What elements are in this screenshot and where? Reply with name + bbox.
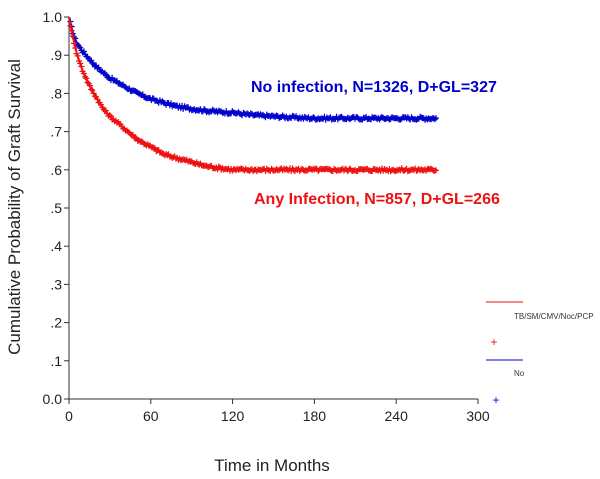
- y-tick-label: 0.0: [43, 391, 63, 407]
- y-tick-label: .4: [50, 238, 62, 254]
- censor-mark: [106, 112, 113, 119]
- series-layer: [67, 16, 439, 175]
- censor-mark: [80, 48, 87, 55]
- censor-mark: [87, 82, 93, 89]
- censor-mark: [69, 33, 76, 40]
- x-axis-title: Time in Months: [214, 456, 330, 475]
- x-tick-label: 120: [221, 408, 245, 424]
- censor-mark: [90, 90, 97, 97]
- legend-label-no: No: [514, 369, 525, 378]
- y-tick-label: .6: [50, 162, 62, 178]
- censor-mark: [98, 101, 104, 108]
- annotation-no-infection: No infection, N=1326, D+GL=327: [251, 79, 497, 96]
- y-ticks: 0.0 .1 .2 .3 .4 .5 .6 .7 .8 .9 1.0: [43, 9, 69, 407]
- y-tick-label: .3: [50, 276, 62, 292]
- y-axis-title: Cumulative Probability of Graft Survival: [5, 59, 24, 355]
- censor-mark: [94, 96, 101, 103]
- legend-marker-infection: +: [490, 335, 497, 349]
- censor-mark: [74, 52, 81, 59]
- censor-mark: [88, 57, 95, 64]
- censor-mark: [88, 86, 95, 93]
- y-tick-label: .5: [50, 200, 62, 216]
- x-tick-label: 240: [385, 408, 409, 424]
- x-tick-label: 0: [65, 408, 73, 424]
- censor-mark: [431, 116, 438, 123]
- censor-mark: [139, 91, 146, 98]
- series-any-infection: [67, 16, 439, 175]
- y-tick-label: .7: [50, 124, 62, 140]
- legend-marker-no: +: [492, 393, 499, 407]
- censor-mark: [433, 167, 439, 174]
- censor-mark: [80, 70, 87, 77]
- annotations: No infection, N=1326, D+GL=327 Any Infec…: [251, 79, 500, 208]
- censor-mark: [132, 134, 139, 141]
- y-axis: 0.0 .1 .2 .3 .4 .5 .6 .7 .8 .9 1.0 Cumulative Prob…: [5, 9, 70, 407]
- censor-mark: [150, 144, 157, 151]
- legend: TB/SM/CMV/Noc/PCP + No +: [486, 301, 594, 407]
- censor-mark: [67, 22, 74, 29]
- censor-mark: [89, 87, 96, 94]
- censor-mark: [83, 75, 90, 82]
- y-tick-label: 1.0: [43, 9, 63, 25]
- x-tick-label: 300: [466, 408, 490, 424]
- censor-mark: [77, 60, 84, 67]
- series-no-infection: [67, 16, 439, 123]
- x-ticks: 0 60 120 180 240 300: [65, 399, 490, 424]
- x-axis: 0 60 120 180 240 300 Time in Months: [65, 398, 490, 475]
- legend-label-infection: TB/SM/CMV/Noc/PCP: [514, 312, 594, 321]
- annotation-any-infection: Any Infection, N=857, D+GL=266: [254, 191, 500, 208]
- censor-mark: [215, 163, 222, 170]
- censor-mark: [107, 113, 114, 120]
- censor-mark: [84, 79, 91, 86]
- censor-mark: [71, 40, 77, 47]
- x-tick-label: 180: [303, 408, 327, 424]
- y-tick-label: .2: [50, 315, 62, 331]
- y-tick-label: .8: [50, 85, 62, 101]
- censor-mark: [68, 27, 75, 34]
- y-tick-label: .9: [50, 47, 62, 63]
- x-tick-label: 60: [143, 408, 159, 424]
- censor-mark: [76, 43, 82, 50]
- series-line: [68, 16, 438, 120]
- censor-mark: [72, 45, 79, 51]
- y-tick-label: .1: [50, 353, 62, 369]
- censor-mark: [78, 63, 85, 70]
- censor-mark: [433, 115, 439, 122]
- censor-mark: [102, 107, 109, 114]
